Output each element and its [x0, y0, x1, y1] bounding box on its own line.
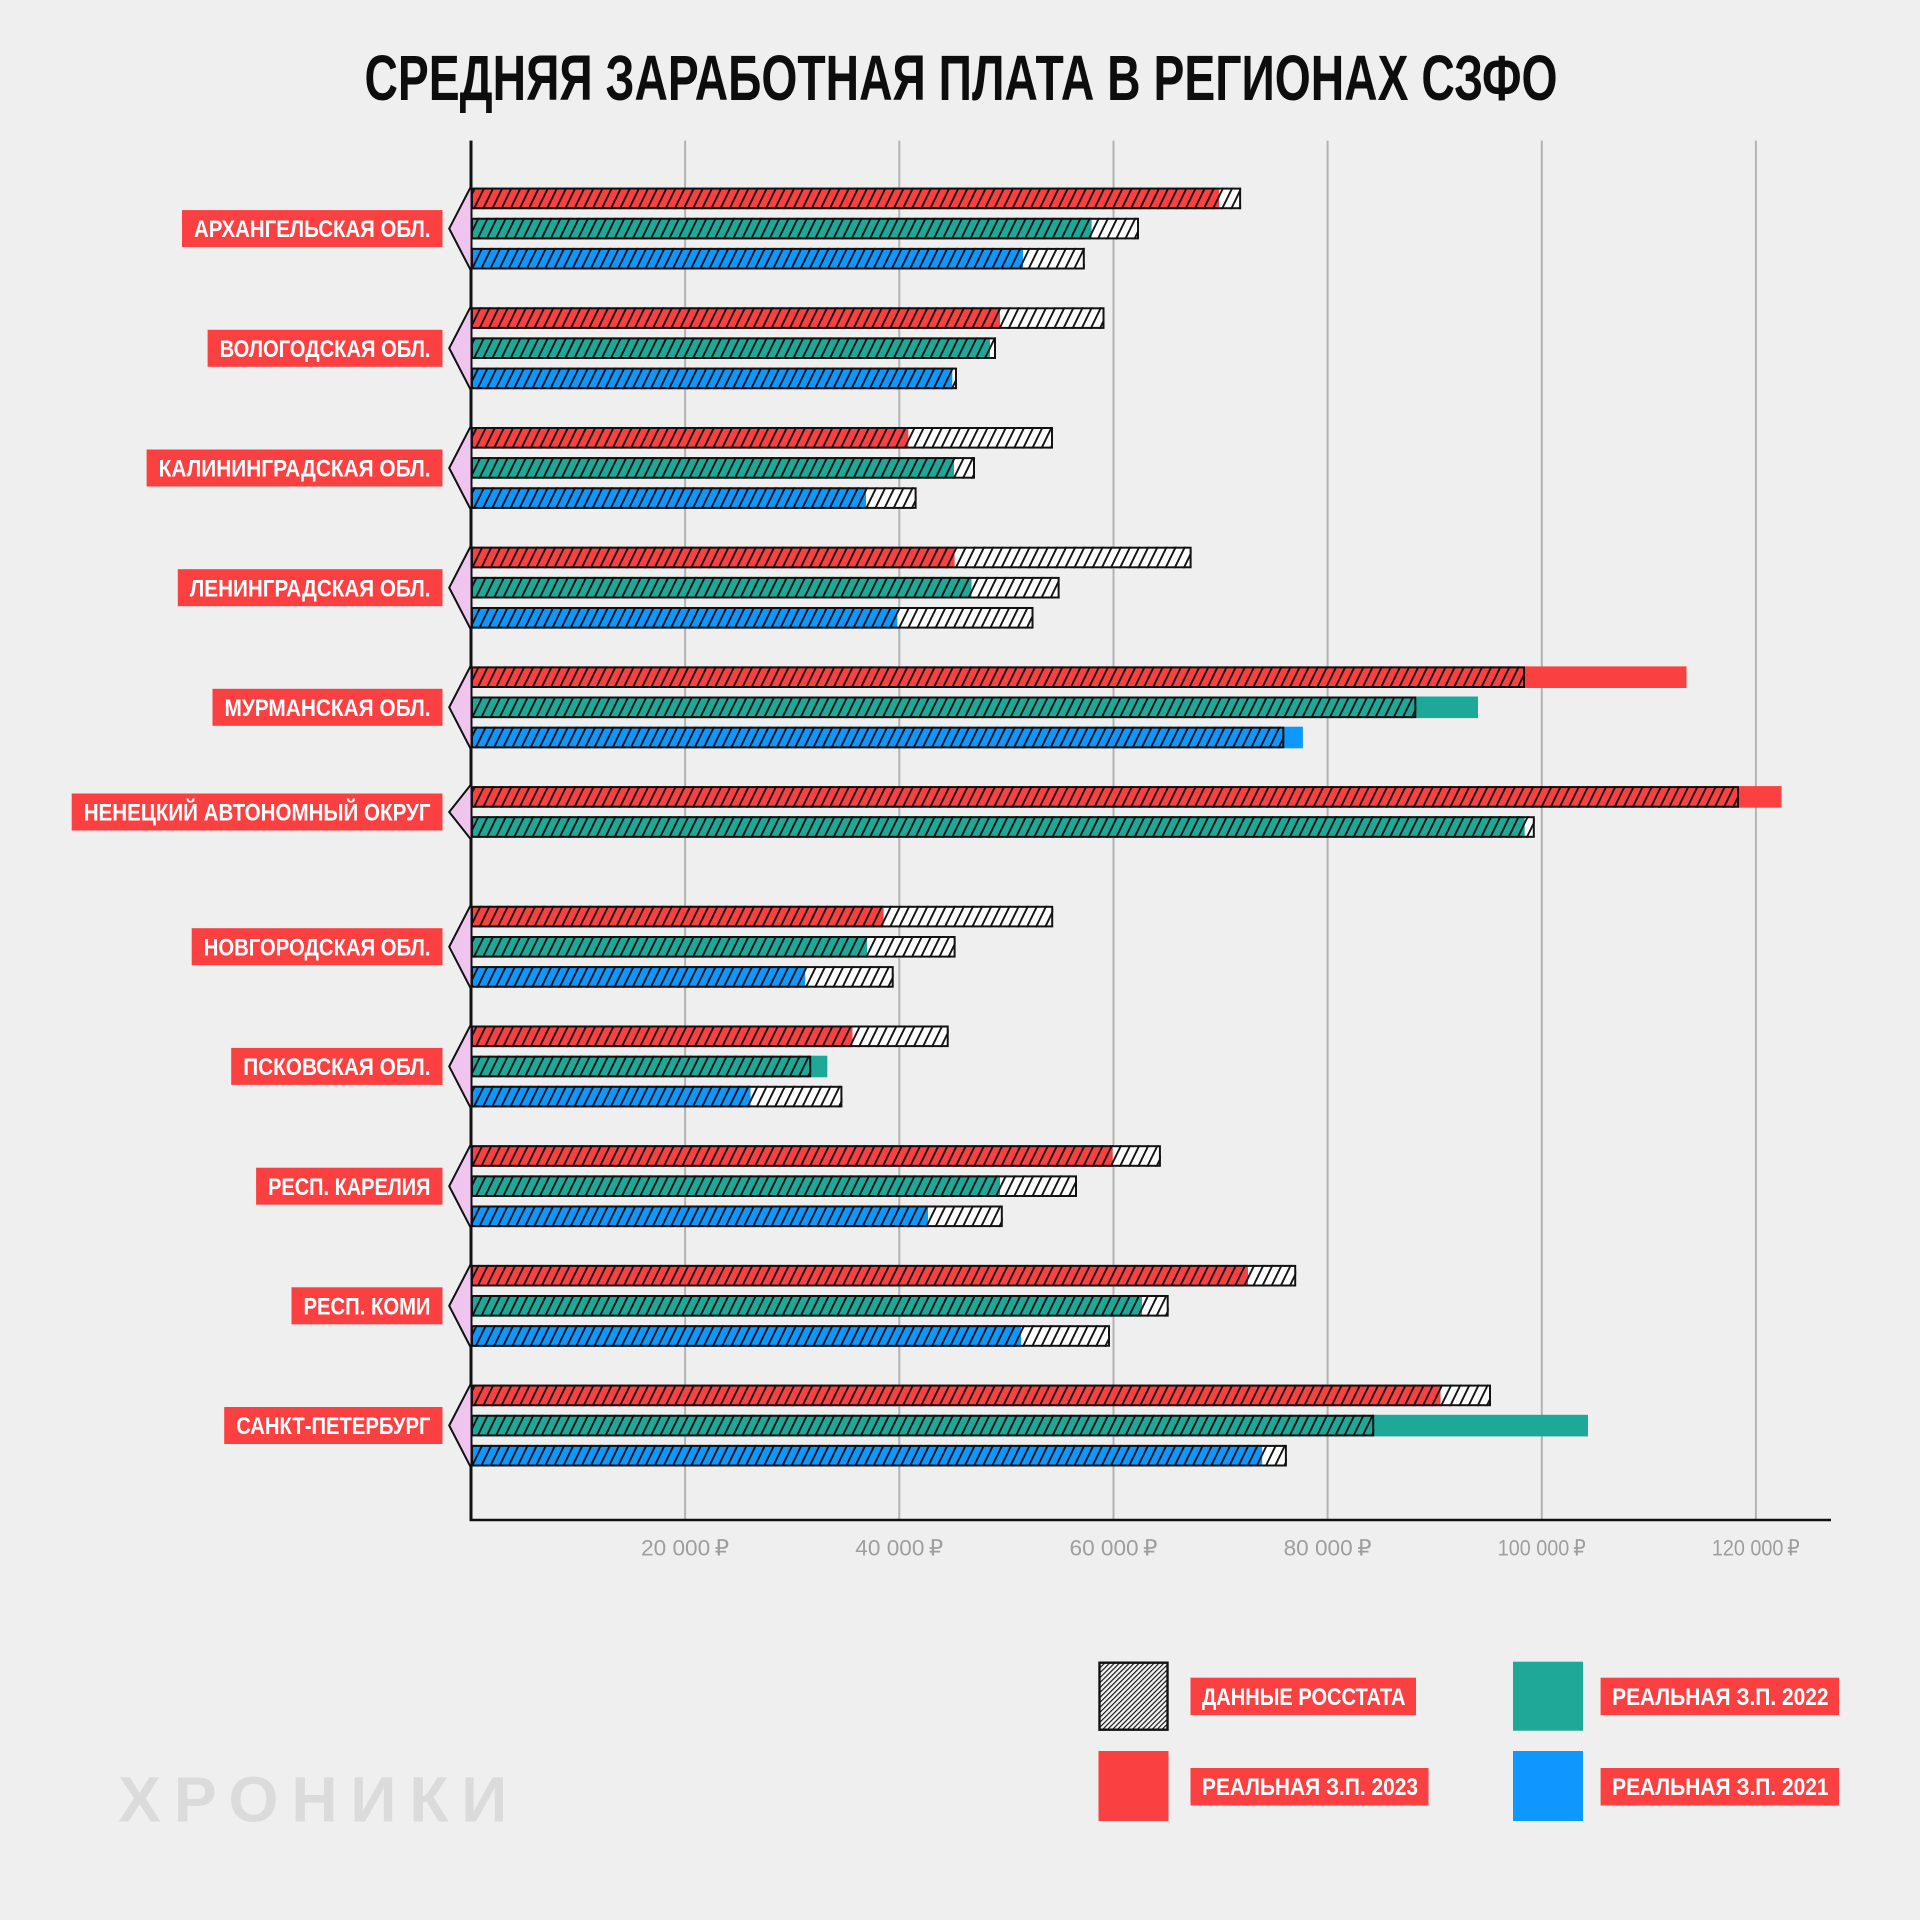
svg-text:РЕСП. КАРЕЛИЯ: РЕСП. КАРЕЛИЯ	[268, 1174, 430, 1201]
svg-text:НЕНЕЦКИЙ АВТОНОМНЫЙ ОКРУГ: НЕНЕЦКИЙ АВТОНОМНЫЙ ОКРУГ	[84, 799, 431, 827]
svg-text:КАЛИНИНГРАДСКАЯ ОБЛ.: КАЛИНИНГРАДСКАЯ ОБЛ.	[159, 456, 431, 483]
svg-text:ХРОНИКИ: ХРОНИКИ	[118, 1764, 507, 1836]
svg-text:ЛЕНИНГРАДСКАЯ ОБЛ.: ЛЕНИНГРАДСКАЯ ОБЛ.	[190, 575, 431, 602]
svg-text:100 000 ₽: 100 000 ₽	[1498, 1536, 1586, 1561]
svg-text:РЕАЛЬНАЯ З.П. 2022: РЕАЛЬНАЯ З.П. 2022	[1612, 1684, 1829, 1711]
svg-text:РЕАЛЬНАЯ З.П. 2023: РЕАЛЬНАЯ З.П. 2023	[1202, 1774, 1418, 1801]
svg-text:ПСКОВСКАЯ ОБЛ.: ПСКОВСКАЯ ОБЛ.	[243, 1054, 430, 1081]
svg-text:ДАННЫЕ РОССТАТА: ДАННЫЕ РОССТАТА	[1202, 1684, 1406, 1711]
svg-text:40 000 ₽: 40 000 ₽	[855, 1536, 943, 1561]
svg-text:РЕСП. КОМИ: РЕСП. КОМИ	[304, 1293, 431, 1320]
svg-text:МУРМАНСКАЯ ОБЛ.: МУРМАНСКАЯ ОБЛ.	[225, 695, 431, 722]
svg-text:НОВГОРОДСКАЯ ОБЛ.: НОВГОРОДСКАЯ ОБЛ.	[204, 934, 431, 961]
svg-text:РЕАЛЬНАЯ З.П. 2021: РЕАЛЬНАЯ З.П. 2021	[1612, 1774, 1829, 1801]
svg-text:120 000 ₽: 120 000 ₽	[1712, 1536, 1800, 1561]
svg-text:80 000 ₽: 80 000 ₽	[1284, 1536, 1372, 1561]
svg-text:АРХАНГЕЛЬСКАЯ ОБЛ.: АРХАНГЕЛЬСКАЯ ОБЛ.	[194, 216, 431, 243]
svg-text:СРЕДНЯЯ ЗАРАБОТНАЯ ПЛАТА В РЕГ: СРЕДНЯЯ ЗАРАБОТНАЯ ПЛАТА В РЕГИОНАХ СЗФО	[365, 42, 1558, 114]
svg-text:60 000 ₽: 60 000 ₽	[1070, 1536, 1158, 1561]
svg-text:20 000 ₽: 20 000 ₽	[641, 1536, 729, 1561]
svg-text:ВОЛОГОДСКАЯ ОБЛ.: ВОЛОГОДСКАЯ ОБЛ.	[220, 336, 431, 363]
svg-text:САНКТ-ПЕТЕРБУРГ: САНКТ-ПЕТЕРБУРГ	[236, 1413, 431, 1440]
